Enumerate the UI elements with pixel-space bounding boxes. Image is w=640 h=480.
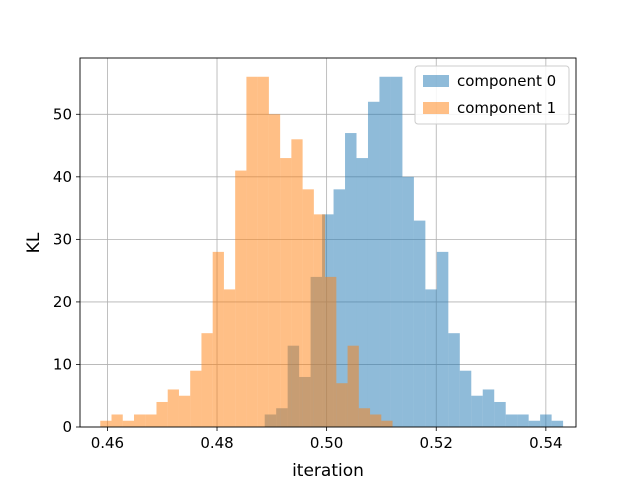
bar-series-1 bbox=[145, 414, 157, 427]
bar-series-0 bbox=[345, 133, 357, 427]
bar-series-1 bbox=[223, 289, 236, 427]
bar-series-1 bbox=[313, 214, 326, 427]
bar-series-0 bbox=[333, 189, 346, 427]
bar-series-1 bbox=[246, 76, 258, 428]
bar-series-0 bbox=[425, 289, 437, 427]
axis-ticks: 0.46 0.48 0.50 0.52 0.54 0 10 20 30 40 50 bbox=[53, 105, 563, 452]
bar-series-1 bbox=[302, 189, 314, 427]
x-axis-label: iteration bbox=[292, 461, 364, 480]
x-tick-label: 0.46 bbox=[91, 434, 124, 452]
bar-series-1 bbox=[325, 276, 337, 427]
bar-series-1 bbox=[100, 420, 112, 427]
x-tick-label: 0.52 bbox=[420, 434, 453, 452]
bar-series-1 bbox=[167, 389, 179, 427]
bar-series-1 bbox=[280, 158, 292, 427]
bar-series-0 bbox=[528, 420, 541, 427]
bar-series-1 bbox=[156, 401, 168, 427]
bar-series-1 bbox=[268, 114, 281, 427]
bar-series-0 bbox=[494, 401, 506, 427]
y-tick-label: 30 bbox=[53, 230, 72, 248]
y-tick-label: 0 bbox=[62, 418, 72, 436]
legend-label: component 1 bbox=[457, 99, 556, 117]
legend-swatch bbox=[423, 102, 449, 114]
bar-series-0 bbox=[471, 395, 483, 427]
y-tick-label: 50 bbox=[53, 105, 72, 123]
bar-series-0 bbox=[356, 158, 368, 427]
bar-series-0 bbox=[517, 414, 529, 427]
bar-series-1 bbox=[358, 408, 371, 427]
bar-series-0 bbox=[459, 370, 472, 427]
bar-series-0 bbox=[379, 76, 391, 428]
bar-series-0 bbox=[448, 333, 460, 427]
y-tick-label: 10 bbox=[53, 355, 72, 373]
bar-series-0 bbox=[402, 176, 414, 427]
bar-series-1 bbox=[201, 333, 213, 427]
bar-series-1 bbox=[257, 76, 269, 428]
legend-swatch bbox=[423, 75, 449, 87]
bar-series-0 bbox=[367, 101, 380, 427]
legend-box bbox=[414, 65, 570, 125]
legend: component 0 component 1 bbox=[414, 65, 570, 125]
x-tick-label: 0.48 bbox=[200, 434, 233, 452]
histogram-bars bbox=[100, 76, 564, 428]
bar-series-1 bbox=[291, 139, 303, 427]
y-tick-label: 20 bbox=[53, 293, 72, 311]
bar-series-0 bbox=[505, 414, 518, 427]
y-tick-label: 40 bbox=[53, 168, 72, 186]
bar-series-1 bbox=[235, 170, 247, 427]
bar-series-1 bbox=[212, 251, 224, 427]
bar-series-1 bbox=[336, 383, 348, 427]
bar-series-1 bbox=[381, 420, 393, 427]
axes-frame bbox=[79, 57, 577, 428]
bar-series-0 bbox=[390, 76, 403, 428]
bar-series-1 bbox=[347, 345, 359, 427]
bar-series-0 bbox=[482, 389, 495, 427]
bar-series-1 bbox=[134, 414, 146, 427]
legend-label: component 0 bbox=[457, 72, 556, 90]
y-axis-label: KL bbox=[24, 232, 44, 253]
bar-series-1 bbox=[370, 414, 382, 427]
bar-series-1 bbox=[111, 414, 123, 427]
bar-series-0 bbox=[551, 420, 564, 427]
x-tick-label: 0.54 bbox=[529, 434, 562, 452]
x-tick-label: 0.50 bbox=[310, 434, 343, 452]
bar-series-1 bbox=[122, 420, 135, 427]
bar-series-1 bbox=[178, 395, 191, 427]
bar-series-0 bbox=[540, 414, 552, 427]
bar-series-0 bbox=[436, 251, 449, 427]
bar-series-0 bbox=[413, 220, 426, 427]
bar-series-1 bbox=[190, 370, 202, 427]
